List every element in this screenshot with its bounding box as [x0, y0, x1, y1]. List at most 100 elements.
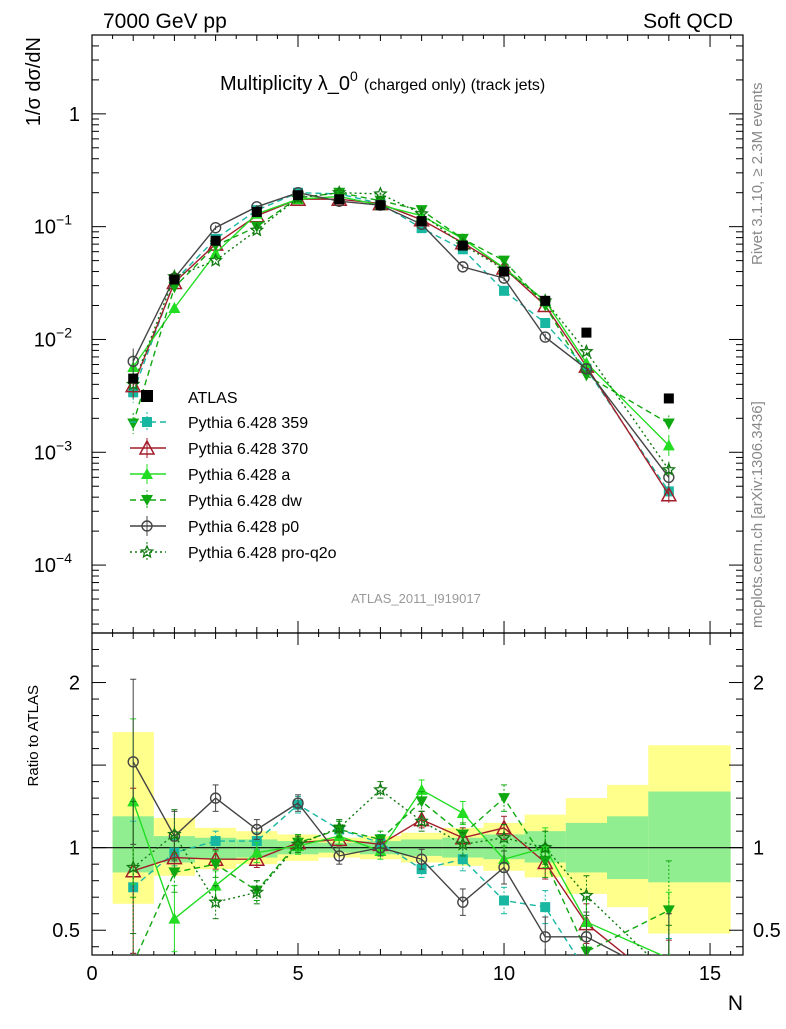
ratio-point-3 [456, 829, 469, 841]
y-tick-label: 1 [69, 104, 80, 126]
legend-marker-4 [141, 520, 153, 532]
ratio-point-5 [414, 813, 429, 828]
title-tail: (charged only) (track jets) [364, 77, 545, 94]
ratio-point-5 [373, 782, 388, 797]
ratio-point-4 [415, 853, 428, 865]
ratio-tick-label: 2 [69, 673, 80, 695]
ratio-point-3 [292, 837, 305, 849]
chart-title: Multiplicity λ_00 (charged only) (track j… [220, 68, 545, 95]
series-point-5 [249, 222, 265, 237]
atlas-point [375, 200, 386, 211]
ratio-point-1 [166, 848, 183, 865]
y-axis-label: 1/σ dσ/dN [23, 37, 45, 126]
legend-label-2: Pythia 6.428 a [188, 467, 290, 484]
series-point-4 [539, 331, 551, 343]
ratio-point-5 [249, 884, 265, 899]
ratio-point-3 [662, 905, 675, 917]
atlas-point [334, 194, 345, 205]
legend-marker-3 [141, 495, 153, 506]
legend-marker-1 [138, 439, 156, 455]
ratio-point-5 [167, 826, 182, 841]
legend-marker-0 [142, 417, 152, 427]
series-point-5 [661, 461, 677, 477]
ratio-point-5 [125, 859, 141, 874]
atlas-point [540, 295, 551, 306]
series-point-2 [662, 439, 675, 451]
ratio-point-5 [331, 820, 347, 835]
legend-label-1: Pythia 6.428 370 [188, 441, 308, 458]
series-point-5 [373, 186, 388, 201]
series-point-4 [209, 221, 222, 234]
legend-label-5: Pythia 6.428 pro-q2o [188, 545, 337, 562]
legend-label-3: Pythia 6.428 dw [188, 493, 302, 510]
series-point-5 [208, 252, 223, 267]
analysis-id: ATLAS_2011_I919017 [351, 591, 481, 606]
ratio-tick-label-right: 0.5 [753, 920, 781, 942]
x-tick-label: 0 [86, 963, 97, 985]
series-point-3 [250, 221, 263, 233]
ratio-point-4 [292, 797, 304, 809]
ratio-point-4 [209, 792, 222, 804]
y-tick-label: 10−4 [34, 550, 72, 577]
legend-marker-5 [139, 544, 155, 559]
series-point-5 [579, 343, 594, 358]
atlas-point [663, 393, 674, 404]
legend-marker-atlas [141, 390, 153, 402]
title-superscript: 0 [350, 68, 358, 84]
series-point-0 [416, 223, 427, 234]
header-left: 7000 GeV pp [103, 10, 227, 33]
ratio-point-4 [127, 756, 139, 768]
svg-text:Multiplicity λ_00(charged only: Multiplicity λ_00 (charged only) (track j… [220, 68, 545, 95]
ratio-point-5 [579, 887, 594, 902]
y-tick-label: 10−1 [34, 212, 72, 239]
legend-marker-2 [141, 468, 153, 479]
series-point-4 [457, 261, 469, 273]
series-point-3 [498, 255, 511, 267]
ratio-point-0 [210, 836, 221, 847]
ratio-point-2 [415, 783, 428, 795]
plot-area: 0 5 10 15 10−4 10−3 10−2 10−1 1 0.5 0.5 1 1 2 2 ATLAS Py… [34, 34, 781, 985]
series-point-4 [580, 363, 593, 375]
ratio-series-4 [127, 678, 672, 955]
series-point-2 [209, 247, 222, 259]
series-point-0 [499, 285, 510, 296]
title-main: Multiplicity λ_0 [220, 73, 350, 95]
ratio-point-5 [537, 840, 553, 854]
series-point-3 [127, 418, 140, 430]
atlas-point [293, 190, 304, 201]
atlas-point [416, 216, 427, 227]
ratio-point-4 [457, 896, 469, 908]
header-right: Soft QCD [643, 10, 733, 33]
atlas-point [210, 235, 221, 246]
ratio-point-4 [374, 841, 387, 854]
legend-label-4: Pythia 6.428 p0 [188, 519, 299, 536]
rivet-label: Rivet 3.1.10, ≥ 2.3M events [749, 83, 766, 266]
atlas-point [251, 206, 262, 217]
ratio-point-4 [251, 823, 263, 836]
ratio-series-5 [125, 781, 672, 955]
atlas-point [499, 266, 510, 277]
series-point-3 [662, 418, 675, 430]
atlas-point [457, 240, 468, 251]
ratio-tick-label-right: 1 [753, 838, 764, 860]
legend-label-0: Pythia 6.428 359 [188, 415, 308, 432]
ratio-point-3 [168, 867, 181, 879]
x-tick-label: 5 [292, 963, 303, 985]
ratio-frame [91, 632, 744, 956]
series-point-1 [660, 486, 678, 502]
ratio-point-0 [499, 895, 510, 906]
ratio-point-2 [456, 806, 469, 818]
x-tick-label: 15 [699, 963, 721, 985]
y-tick-label: 10−3 [34, 437, 72, 464]
atlas-data [128, 190, 674, 404]
ratio-point-3 [209, 859, 222, 871]
ratio-series [124, 678, 675, 955]
ratio-point-4 [539, 931, 551, 943]
mcplots-label: mcplots.cern.ch [arXiv:1306.3436] [749, 401, 766, 628]
atlas-point [581, 327, 592, 338]
ratio-point-3 [539, 855, 552, 867]
ratio-point-3 [250, 885, 263, 897]
legend: ATLAS Pythia 6.428 359 Pythia 6.428 370 Pyt… [130, 390, 337, 562]
legend-label-atlas: ATLAS [188, 390, 238, 407]
